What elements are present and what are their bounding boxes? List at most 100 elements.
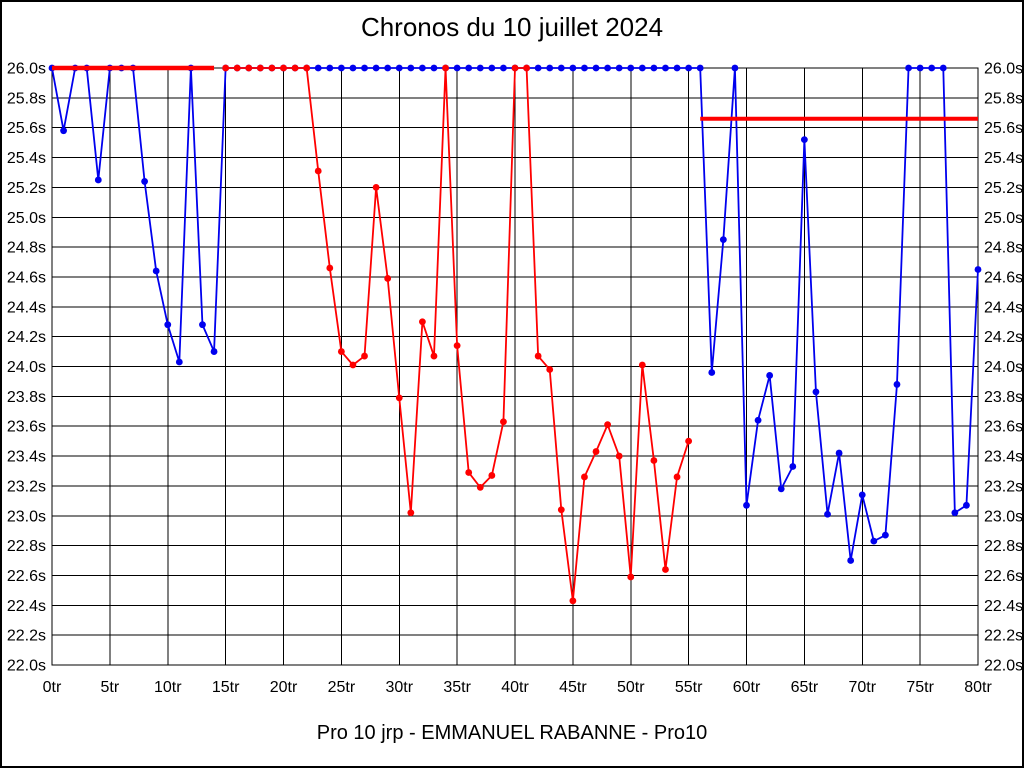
- blue-series-point: [384, 64, 392, 72]
- blue-series-point: [974, 266, 982, 273]
- y-axis-label-left: 23.0s: [7, 508, 46, 525]
- red-series-point: [361, 352, 368, 360]
- blue-series-point: [210, 348, 218, 355]
- red-series-point: [546, 366, 554, 373]
- red-series-point: [430, 352, 438, 360]
- red-series-point: [453, 342, 461, 350]
- blue-series-point: [407, 64, 415, 72]
- blue-series-point: [800, 136, 808, 144]
- y-axis-label-left: 24.6s: [7, 269, 46, 286]
- blue-series-point: [789, 463, 797, 470]
- blue-series-point: [175, 358, 183, 366]
- blue-series-point: [928, 64, 936, 72]
- y-axis-label-right: 24.4s: [984, 299, 1023, 316]
- y-axis-label-right: 26.0s: [984, 61, 1023, 78]
- y-axis-label-right: 25.4s: [984, 150, 1023, 167]
- y-axis-label-left: 24.4s: [7, 299, 46, 316]
- red-series-point: [627, 573, 635, 581]
- red-series-point: [500, 418, 507, 426]
- blue-series-point: [673, 64, 681, 72]
- blue-series-point: [372, 64, 380, 72]
- blue-series-point: [615, 64, 623, 72]
- blue-series-point: [488, 64, 496, 72]
- red-series-point: [268, 64, 276, 72]
- x-axis-label: 5tr: [101, 679, 120, 696]
- blue-series-point: [835, 449, 843, 457]
- y-axis-label-left: 23.2s: [7, 478, 46, 495]
- blue-series-point: [465, 64, 473, 72]
- red-series-point: [673, 473, 681, 481]
- red-series-point: [384, 275, 392, 282]
- red-series-point: [314, 167, 322, 175]
- red-series-point: [604, 421, 611, 429]
- x-axis-label: 55tr: [675, 679, 703, 696]
- red-series-point: [442, 64, 449, 72]
- blue-series-point: [349, 64, 357, 72]
- x-axis-label: 45tr: [559, 679, 587, 696]
- blue-series-point: [951, 509, 959, 517]
- x-axis-label: 10tr: [154, 679, 182, 696]
- y-axis-label-right: 23.0s: [984, 508, 1023, 525]
- y-axis-label-left: 22.0s: [7, 658, 46, 675]
- red-series-point: [488, 472, 496, 479]
- x-axis-label: 80tr: [964, 679, 992, 696]
- red-series-point: [638, 361, 646, 369]
- blue-series-point: [141, 178, 149, 185]
- y-axis-label-left: 22.4s: [7, 598, 46, 615]
- blue-series-point: [893, 381, 901, 388]
- blue-series-point: [395, 64, 403, 72]
- blue-series-point: [557, 64, 565, 72]
- blue-series-point: [696, 64, 704, 72]
- y-axis-label-left: 24.0s: [7, 359, 46, 376]
- blue-series-point: [812, 388, 820, 396]
- red-series-point: [534, 352, 542, 360]
- y-axis-label-right: 25.6s: [984, 120, 1023, 137]
- red-series-point: [581, 473, 588, 481]
- y-axis-label-right: 24.8s: [984, 240, 1023, 257]
- red-series-point: [557, 506, 565, 514]
- y-axis-label-left: 25.4s: [7, 150, 46, 167]
- blue-series-point: [870, 537, 878, 545]
- blue-series-point: [337, 64, 345, 72]
- x-axis-label: 40tr: [501, 679, 529, 696]
- y-axis-label-right: 25.8s: [984, 90, 1023, 107]
- x-axis-label: 35tr: [443, 679, 471, 696]
- blue-series-point: [662, 64, 669, 72]
- y-axis-label-right: 22.4s: [984, 598, 1023, 615]
- y-axis-label-right: 23.4s: [984, 449, 1023, 466]
- y-axis-label-left: 22.8s: [7, 538, 46, 555]
- blue-series-point: [361, 64, 368, 72]
- x-axis-label: 15tr: [212, 679, 240, 696]
- blue-series-point: [719, 236, 727, 244]
- red-series-point: [662, 566, 669, 573]
- red-series-point: [511, 64, 519, 72]
- x-axis-label: 75tr: [906, 679, 934, 696]
- y-axis-label-right: 25.2s: [984, 180, 1023, 197]
- red-series-point: [419, 318, 426, 326]
- y-axis-label-left: 25.6s: [7, 120, 46, 137]
- y-axis-label-left: 22.6s: [7, 568, 46, 585]
- x-axis-label: 60tr: [733, 679, 761, 696]
- blue-series-point: [939, 64, 947, 72]
- red-series-point: [280, 64, 287, 72]
- blue-series-point: [453, 64, 461, 72]
- x-axis-label: 0tr: [43, 679, 62, 696]
- red-series-point: [523, 64, 530, 72]
- chart-title: Chronos du 10 juillet 2024: [360, 12, 664, 42]
- y-axis-label-left: 22.2s: [7, 628, 46, 645]
- y-axis-label-right: 22.2s: [984, 628, 1023, 645]
- blue-series-point: [94, 176, 102, 184]
- x-axis-label: 50tr: [617, 679, 645, 696]
- x-axis-label: 30tr: [385, 679, 413, 696]
- blue-series-point: [777, 485, 785, 493]
- red-series-point: [465, 469, 473, 476]
- red-series-point: [349, 361, 357, 369]
- y-axis-label-right: 23.6s: [984, 419, 1023, 436]
- blue-series-point: [766, 372, 774, 379]
- blue-series-point: [905, 64, 912, 72]
- red-series-point: [476, 483, 484, 491]
- blue-series-point: [754, 416, 762, 424]
- red-series-point: [326, 264, 334, 272]
- blue-series-point: [858, 491, 866, 499]
- blue-series-point: [627, 64, 635, 72]
